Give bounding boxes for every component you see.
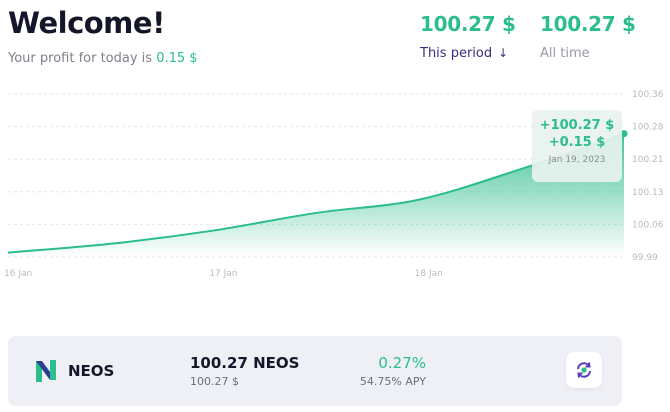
y-tick-label: 99.99 (632, 253, 658, 263)
y-tick-label: 100.06 (632, 220, 664, 230)
neos-logo-icon (36, 360, 56, 382)
y-tick-label: 100.36 (632, 90, 664, 100)
y-tick-label: 100.21 (632, 155, 664, 165)
asset-apy: 54.75% APY (359, 375, 426, 388)
swap-button[interactable] (566, 352, 602, 388)
asset-balance-usd: 100.27 $ (190, 375, 239, 388)
x-axis-ticks: 16 Jan 17 Jan 18 Jan (4, 269, 443, 279)
period-selector[interactable]: This period ↓ (420, 46, 516, 61)
period-value: 100.27 $ (420, 12, 516, 36)
swap-icon (577, 362, 591, 378)
daily-profit-label: Your profit for today is (8, 51, 153, 66)
period-label: This period (420, 46, 493, 61)
asset-change: 0.27% (378, 354, 426, 372)
asset-row-neos[interactable]: NEOS 100.27 NEOS 100.27 $ 0.27% 54.75% A… (8, 336, 622, 406)
alltime-label: All time (540, 46, 590, 61)
balance-chart[interactable]: 100.36 100.28 100.21 100.13 100.06 99.99 16 J… (0, 80, 670, 290)
chart-line (7, 132, 625, 254)
y-tick-label: 100.13 (632, 188, 664, 198)
asset-yield: 0.27% 54.75% APY (360, 354, 426, 388)
alltime-stat[interactable]: 100.27 $ All time (540, 12, 636, 61)
tooltip-delta: +0.15 $ (548, 135, 606, 150)
tooltip-total: +100.27 $ (539, 118, 615, 133)
asset-balance-amount: 100.27 NEOS (190, 354, 300, 372)
x-tick-label: 18 Jan (415, 269, 443, 279)
chart-end-point[interactable] (620, 130, 628, 138)
page-title: Welcome! (8, 6, 165, 40)
daily-profit-value: 0.15 $ (156, 51, 198, 66)
alltime-value: 100.27 $ (540, 12, 636, 36)
asset-name: NEOS (68, 362, 115, 380)
tooltip-date: Jan 19, 2023 (548, 155, 606, 165)
period-stat[interactable]: 100.27 $ This period ↓ (420, 12, 516, 61)
arrow-down-icon: ↓ (498, 46, 509, 60)
chart-area (8, 133, 624, 257)
x-tick-label: 17 Jan (209, 269, 237, 279)
chart-tooltip: +100.27 $ +0.15 $ Jan 19, 2023 (532, 110, 622, 182)
daily-profit-text: Your profit for today is 0.15 $ (8, 51, 198, 66)
asset-balance: 100.27 NEOS 100.27 $ (190, 354, 299, 388)
y-axis-ticks: 100.36 100.28 100.21 100.13 100.06 99.99 (632, 90, 664, 263)
x-tick-label: 16 Jan (4, 269, 32, 279)
y-tick-label: 100.28 (632, 123, 664, 133)
